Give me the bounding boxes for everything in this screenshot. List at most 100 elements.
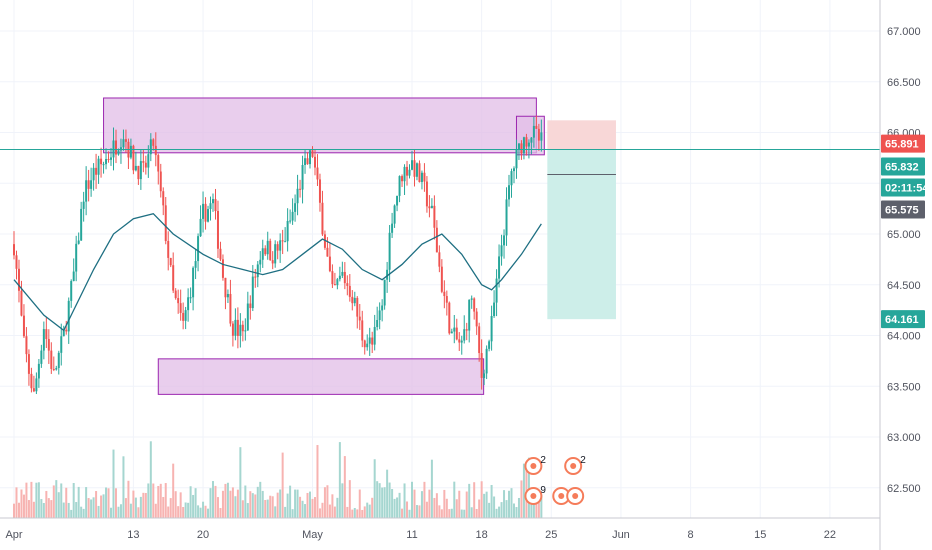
candle-31 [90,167,93,197]
candle-61 [164,196,167,245]
volume-bar-18 [57,492,60,518]
earnings-events[interactable]: 2 2 9 [524,455,586,505]
candle-17 [55,365,58,371]
candle-body-101 [264,248,267,255]
candle-body-24 [72,271,75,282]
candle-body-98 [256,264,259,278]
volume-bar-67 [179,492,182,518]
x-tick-label-0: Apr [5,529,22,541]
candle-85 [224,277,227,310]
candle-body-121 [313,156,316,168]
drawn-zones[interactable] [103,97,545,395]
candle-77 [204,197,207,230]
volume-bar-156 [401,508,404,518]
y-tick-label-9: 67.000 [887,26,921,38]
candle-198 [505,187,508,246]
candle-body-172 [440,266,443,292]
candle-54 [147,145,150,178]
volume-bar-203 [517,497,520,518]
candle-body-43 [119,147,122,151]
volume-bar-13 [45,490,48,518]
short-position-tool[interactable] [547,120,616,320]
candle-162 [415,162,418,181]
event-count-0: 2 [540,455,546,466]
x-tick-label-1: 13 [127,529,139,541]
candle-186 [475,308,478,335]
volume-bar-58 [157,485,160,518]
candle-121 [313,149,316,176]
candle-body-79 [209,203,212,210]
candle-body-51 [139,161,142,180]
volume-bar-115 [299,496,302,518]
event-marker-2: 9 [524,485,546,505]
volume-bar-146 [376,481,379,518]
candle-195 [498,244,501,288]
candle-body-19 [60,336,63,353]
volume-bar-137 [353,507,356,518]
candle-body-75 [199,218,202,237]
volume-bar-16 [52,485,55,518]
y-tick-label-1: 63.000 [887,432,921,444]
candle-160 [411,150,413,171]
candle-200 [510,168,513,198]
volume-bar-129 [333,506,336,518]
volume-bar-118 [306,492,309,518]
candle-body-16 [52,368,55,370]
candle-body-28 [82,201,85,209]
volume-bar-151 [388,482,391,518]
volume-bar-78 [207,508,210,518]
candle-body-127 [328,256,331,272]
candle-body-86 [226,293,229,298]
candle-body-2 [17,268,20,291]
candle-40 [112,127,115,171]
volume-bar-97 [254,494,257,518]
x-tick-label-3: May [302,529,323,541]
candle-body-39 [110,157,113,160]
volume-bar-174 [445,498,448,518]
candle-body-97 [254,276,257,278]
volume-bar-180 [460,509,463,518]
candle-172 [440,259,443,294]
candle-102 [266,231,269,260]
candle-body-124 [321,202,324,235]
candle-body-188 [480,353,483,378]
volume-bar-122 [316,445,319,518]
candle-body-14 [47,338,50,351]
price-badge-0: 65.891 [881,134,925,153]
candle-body-56 [152,139,155,146]
candle-body-189 [483,373,486,378]
candle-body-70 [187,297,190,311]
candle-59 [159,163,162,198]
candle-body-81 [214,199,217,211]
candle-body-48 [132,145,135,171]
volume-bar-177 [453,481,456,518]
volume-bar-125 [323,487,326,518]
candle-10 [37,358,40,388]
volume-bars [13,441,543,518]
candle-21 [65,320,68,335]
volume-bar-22 [67,502,70,518]
candle-body-47 [129,145,132,158]
candle-174 [445,290,448,316]
candle-body-207 [527,142,530,147]
volume-bar-197 [503,490,506,518]
candle-104 [271,251,274,270]
candle-81 [214,188,217,220]
candle-body-176 [450,331,453,334]
candle-body-112 [291,211,294,221]
event-dot-0 [530,463,537,469]
candle-body-38 [107,158,110,160]
candle-131 [338,266,341,282]
volume-bar-104 [271,496,274,518]
candle-16 [52,356,55,372]
candle-189 [483,369,486,386]
candle-body-194 [495,278,498,303]
x-tick-label-7: Jun [612,529,630,541]
candle-body-17 [55,368,58,370]
candle-body-40 [112,140,115,158]
candle-185 [473,297,476,320]
candle-7 [30,367,33,393]
candle-body-169 [433,205,436,228]
candle-45 [124,129,127,153]
